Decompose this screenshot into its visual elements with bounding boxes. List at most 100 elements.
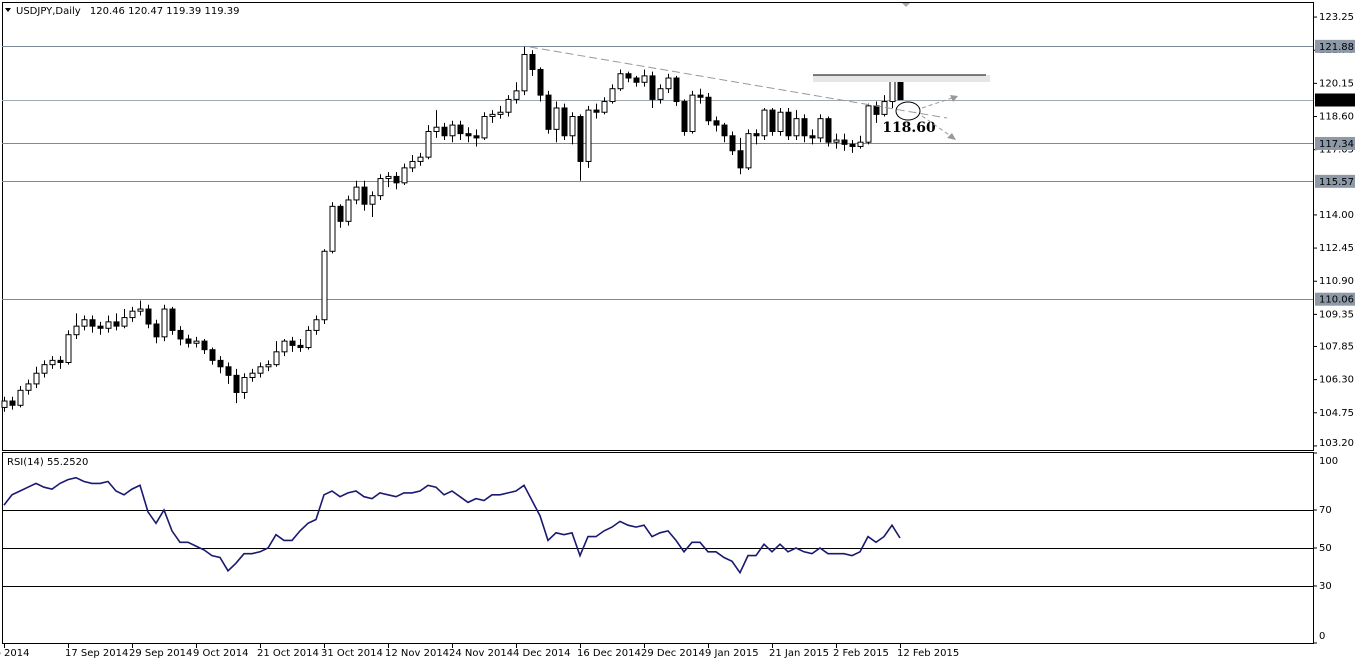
shift-marker [902, 3, 910, 7]
candle-body [33, 372, 40, 385]
candle-body [609, 88, 616, 103]
chart-header: USDJPY,Daily 120.46 120.47 119.39 119.39 [16, 6, 239, 17]
candle-body [817, 118, 824, 139]
candle-body [209, 349, 216, 361]
candle-body [825, 118, 832, 143]
candle-body [17, 389, 24, 406]
level-label: 121.88 [1319, 42, 1354, 53]
x-tick-label: 12 Nov 2014 [385, 648, 449, 659]
candle-body [417, 156, 424, 162]
candle-body [241, 376, 248, 393]
annotations [529, 46, 990, 140]
candle-body [185, 338, 192, 344]
resistance-zone [813, 75, 990, 82]
x-tick-label: 12 Feb 2015 [897, 648, 959, 659]
candle-body [353, 186, 360, 201]
candle-body [457, 124, 464, 135]
candle-body [873, 105, 880, 115]
candle-body [529, 53, 536, 70]
candles [1, 46, 904, 412]
candle-body [433, 126, 440, 132]
main-pane [2, 2, 1314, 451]
trend-line [529, 46, 948, 119]
x-tick-label: 21 Jan 2015 [769, 648, 829, 659]
candle-body [177, 329, 184, 340]
candle-body [137, 308, 144, 312]
level-label: 115.57 [1319, 177, 1354, 188]
candle-body [513, 90, 520, 100]
candle-body [129, 310, 136, 319]
y-tick-label: 0 [1319, 631, 1325, 642]
candle-body [737, 150, 744, 169]
candle-body [305, 329, 312, 349]
candle-body [553, 107, 560, 130]
y-tick-label: 30 [1319, 581, 1332, 592]
candle-body [41, 364, 48, 374]
level-label-box [1315, 39, 1355, 53]
candle-body [785, 111, 792, 137]
candle-body [449, 124, 456, 137]
candle-body [1, 400, 8, 408]
candle-body [481, 116, 488, 139]
candle-body [641, 75, 648, 83]
candle-body [601, 101, 608, 113]
candle-body [73, 325, 80, 336]
candle-body [25, 383, 32, 391]
candle-body [777, 111, 784, 132]
candle-body [89, 319, 96, 327]
candle-body [769, 109, 776, 132]
candle-body [857, 141, 864, 147]
ohlc-low: 119.39 [166, 6, 201, 17]
chart-title: USDJPY,Daily [16, 6, 81, 17]
x-tick-label: 9 Jan 2015 [705, 648, 759, 659]
candle-body [585, 109, 592, 162]
x-tick-label: 24 Nov 2014 [449, 648, 513, 659]
level-label: 110.06 [1319, 295, 1354, 306]
y-tick-label: 120.15 [1319, 78, 1354, 89]
arrow-down-head [947, 133, 956, 140]
candle-body [249, 372, 256, 378]
menu-arrow [5, 8, 11, 12]
candle-body [233, 374, 240, 393]
circle-marker [895, 101, 921, 121]
y-tick-label: 107.85 [1319, 341, 1354, 352]
candle-body [729, 135, 736, 152]
rsi-header: RSI(14) 55.2520 [7, 457, 88, 468]
candle-body [801, 118, 808, 137]
y-tick-label: 103.20 [1319, 438, 1354, 449]
y-tick-label: 109.35 [1319, 309, 1354, 320]
price-label-box [1315, 93, 1355, 107]
candle-body [369, 195, 376, 205]
candle-body [337, 205, 344, 222]
annotation: 118.60 [882, 120, 936, 136]
candle-body [633, 77, 640, 83]
candle-body [281, 340, 288, 353]
x-tick-label: 2 Feb 2015 [833, 648, 889, 659]
y-tick-label: 117.05 [1319, 145, 1354, 156]
x-tick-label: 21 Oct 2014 [257, 648, 319, 659]
candle-body [505, 98, 512, 113]
candle-body [465, 133, 472, 137]
candle-body [425, 130, 432, 158]
candle-body [593, 109, 600, 113]
candle-body [225, 366, 232, 376]
candle-body [313, 319, 320, 331]
candle-body [409, 160, 416, 169]
x-tick-label: 9 Oct 2014 [193, 648, 248, 659]
level-label-box [1315, 174, 1355, 188]
candle-body [257, 366, 264, 374]
candle-body [561, 107, 568, 137]
y-tick-label: 100 [1319, 456, 1338, 467]
arrow-up-head [950, 95, 958, 102]
y-tick-label: 50 [1319, 543, 1332, 554]
candle-body [577, 116, 584, 162]
candle-body [793, 118, 800, 137]
candle-body [401, 167, 408, 184]
x-tick-label: 5 Sep 2014 [0, 648, 30, 659]
arrow-down [921, 115, 953, 138]
candle-body [809, 135, 816, 139]
candle-body [545, 94, 552, 130]
candle-body [121, 317, 128, 327]
candle-body [489, 113, 496, 118]
candle-body [97, 325, 104, 329]
